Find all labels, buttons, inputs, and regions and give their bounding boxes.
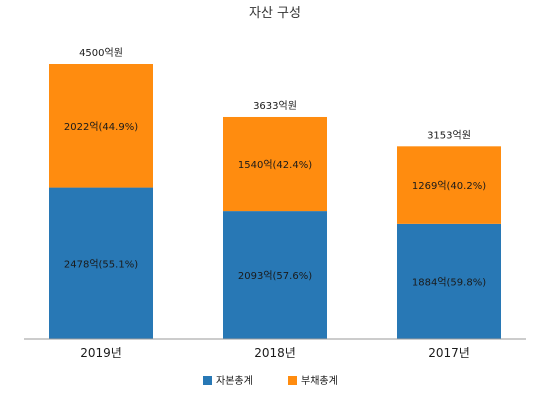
segment-label-equity-2: 1884억(59.8%) bbox=[412, 276, 486, 288]
segment-label-equity-0: 2478억(55.1%) bbox=[64, 258, 138, 270]
legend-label-equity: 자본총계 bbox=[216, 375, 253, 387]
bar-segment-liabilities-0 bbox=[49, 64, 153, 188]
legend-swatch-liabilities bbox=[288, 376, 297, 385]
total-label-2: 3153억원 bbox=[427, 129, 471, 141]
category-label-0: 2019년 bbox=[80, 346, 122, 360]
legend-swatch-equity bbox=[203, 376, 212, 385]
bar-segment-equity-2 bbox=[397, 223, 501, 339]
segment-label-equity-1: 2093억(57.6%) bbox=[238, 270, 312, 282]
legend-label-liabilities: 부채총계 bbox=[301, 375, 338, 387]
category-label-1: 2018년 bbox=[254, 346, 296, 360]
chart-title: 자산 구성 bbox=[249, 6, 301, 21]
bar-segment-equity-0 bbox=[49, 187, 153, 339]
bars-group: 2478억(55.1%) 2022억(44.9%) 4500억원 2019년 2093억… bbox=[49, 47, 501, 360]
total-label-0: 4500억원 bbox=[79, 47, 123, 59]
category-label-2: 2017년 bbox=[428, 346, 470, 360]
bar-segment-liabilities-2 bbox=[397, 146, 501, 224]
bar-segment-liabilities-1 bbox=[223, 116, 327, 212]
segment-label-liabilities-1: 1540억(42.4%) bbox=[238, 159, 312, 171]
bar-segment-equity-1 bbox=[223, 211, 327, 339]
segment-label-liabilities-0: 2022억(44.9%) bbox=[64, 121, 138, 133]
segment-label-liabilities-2: 1269억(40.2%) bbox=[412, 180, 486, 192]
total-label-1: 3633억원 bbox=[253, 100, 297, 112]
legend: 자본총계 부채총계 bbox=[203, 375, 338, 387]
